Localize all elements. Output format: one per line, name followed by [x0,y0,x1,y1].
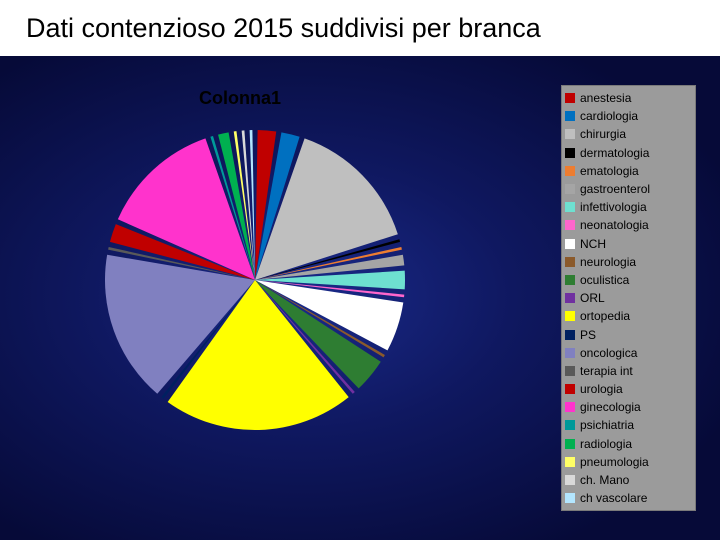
legend-swatch [565,293,575,303]
legend-swatch [565,202,575,212]
legend-label: PS [580,328,596,342]
legend-label: neurologia [580,255,636,269]
legend-row: neurologia [565,253,692,271]
legend-label: cardiologia [580,109,638,123]
legend-row: cardiologia [565,107,692,125]
legend-row: terapia int [565,362,692,380]
legend-row: NCH [565,235,692,253]
legend-swatch [565,166,575,176]
legend-label: pneumologia [580,455,649,469]
chart-title: Colonna1 [0,88,480,109]
legend-row: ortopedia [565,307,692,325]
legend-row: ch vascolare [565,489,692,507]
legend-label: anestesia [580,91,631,105]
legend-label: ORL [580,291,605,305]
legend-label: gastroenterol [580,182,650,196]
legend-label: psichiatria [580,418,634,432]
legend-swatch [565,257,575,267]
legend-swatch [565,384,575,394]
legend-label: ginecologia [580,400,641,414]
legend-swatch [565,184,575,194]
legend-swatch [565,402,575,412]
legend: anestesia cardiologia chirurgia dermatologi… [561,85,696,511]
legend-row: oculistica [565,271,692,289]
legend-swatch [565,311,575,321]
title-bar: Dati contenzioso 2015 suddivisi per bran… [0,0,720,56]
legend-row: anestesia [565,89,692,107]
legend-label: ch vascolare [580,491,647,505]
legend-swatch [565,93,575,103]
legend-swatch [565,330,575,340]
legend-row: infettivologia [565,198,692,216]
legend-label: terapia int [580,364,633,378]
legend-swatch [565,439,575,449]
legend-label: chirurgia [580,127,626,141]
legend-label: dermatologia [580,146,649,160]
legend-swatch [565,348,575,358]
legend-swatch [565,239,575,249]
slide: Dati contenzioso 2015 suddivisi per bran… [0,0,720,540]
legend-row: psichiatria [565,416,692,434]
legend-row: pneumologia [565,453,692,471]
legend-swatch [565,420,575,430]
legend-label: urologia [580,382,623,396]
legend-row: ginecologia [565,398,692,416]
legend-label: ch. Mano [580,473,629,487]
legend-swatch [565,220,575,230]
legend-row: gastroenterol [565,180,692,198]
legend-row: ematologia [565,162,692,180]
legend-label: oculistica [580,273,629,287]
legend-label: ematologia [580,164,639,178]
legend-label: neonatologia [580,218,649,232]
legend-label: NCH [580,237,606,251]
legend-label: radiologia [580,437,632,451]
legend-swatch [565,475,575,485]
legend-row: dermatologia [565,144,692,162]
legend-row: radiologia [565,435,692,453]
legend-label: oncologica [580,346,637,360]
legend-row: chirurgia [565,125,692,143]
legend-row: urologia [565,380,692,398]
legend-label: infettivologia [580,200,647,214]
page-title: Dati contenzioso 2015 suddivisi per bran… [26,13,541,44]
legend-swatch [565,111,575,121]
legend-swatch [565,148,575,158]
legend-swatch [565,493,575,503]
legend-label: ortopedia [580,309,630,323]
legend-row: ch. Mano [565,471,692,489]
legend-row: PS [565,325,692,343]
pie-svg [105,130,405,430]
legend-swatch [565,129,575,139]
legend-swatch [565,457,575,467]
legend-row: oncologica [565,344,692,362]
legend-swatch [565,275,575,285]
legend-row: neonatologia [565,216,692,234]
pie-chart [105,130,405,430]
legend-row: ORL [565,289,692,307]
legend-swatch [565,366,575,376]
